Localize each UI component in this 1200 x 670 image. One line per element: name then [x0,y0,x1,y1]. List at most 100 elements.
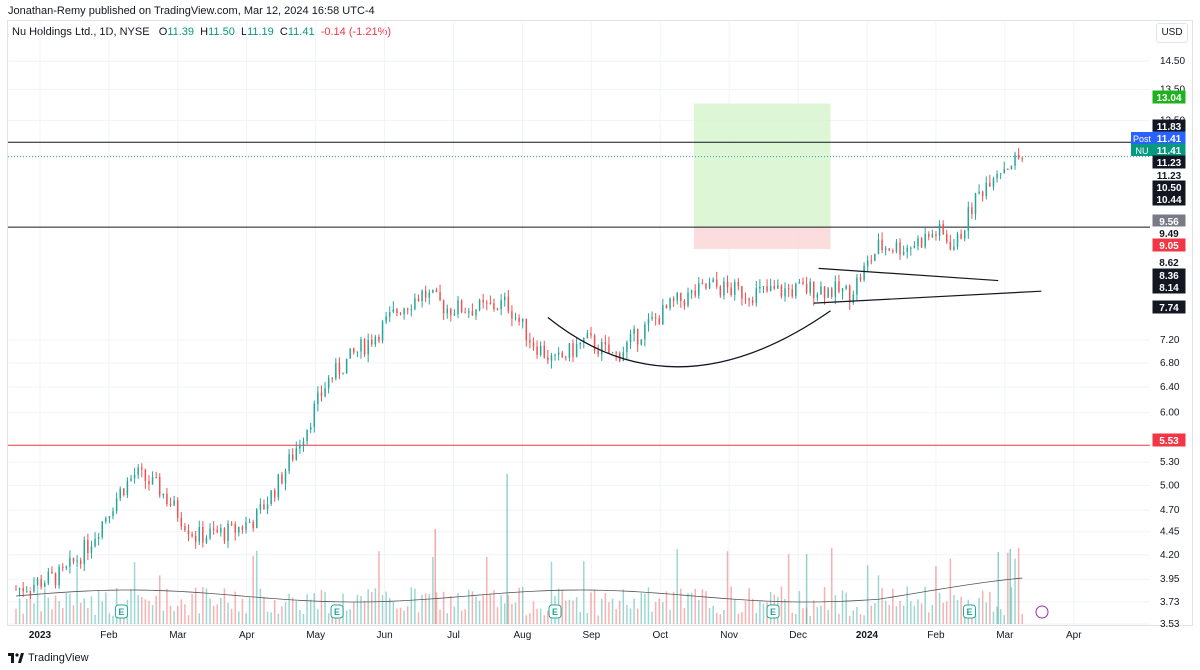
chart-panel[interactable] [7,20,1193,626]
candle-body [931,234,934,237]
candle-body [787,288,790,290]
candle-body [324,388,326,397]
volume-bar [252,555,254,624]
volume-bar [259,588,262,624]
volume-bar [748,588,750,624]
candle-body [1007,169,1009,171]
candle-body [367,339,369,355]
volume-bar [892,588,894,624]
candle-body [151,477,154,485]
candle-body [597,350,599,355]
candle-body [971,207,973,215]
candle-body [604,342,607,345]
volume-bar [928,612,930,624]
volume-bar [381,594,384,624]
volume-bar [1021,613,1023,624]
volume-bar [148,600,150,624]
volume-bar [730,586,732,624]
candle-body [130,478,132,481]
volume-bar [468,589,470,624]
candle-body [985,182,988,197]
candle-body [996,173,998,179]
volume-bar [741,612,743,624]
volume-bar [705,591,707,624]
volume-bar [1007,552,1009,624]
currency-button[interactable]: USD [1156,23,1188,43]
volume-bar [683,608,686,624]
volume-bar [450,595,452,624]
volume-bar [997,552,1000,624]
price-badge-label: 9.49 [1159,229,1179,240]
volume-bar [417,612,420,624]
candle-body [676,292,678,301]
volume-bar [144,599,147,624]
volume-bar [956,600,959,624]
volume-bar [439,609,441,624]
volume-bar [388,598,391,624]
candle-body [601,342,603,355]
volume-bar [79,602,82,624]
earnings-label: E [118,607,124,617]
candle-body [881,239,883,251]
price-tick-label: 3.73 [1160,597,1180,608]
volume-bar [90,596,93,624]
candle-body [737,281,740,287]
volume-bar [227,602,229,624]
volume-bar [299,609,301,624]
candle-body [953,246,955,250]
x-tick-label: Feb [100,630,118,641]
volume-bar [434,529,437,624]
candle-body [590,333,592,336]
candle-body [963,230,966,239]
candle-body [870,260,873,262]
volume-bar [36,586,39,624]
candle-body [910,247,912,249]
volume-bar [119,613,121,624]
volume-bar [751,598,754,624]
volume-bar [442,591,445,624]
candle-body [874,253,876,261]
volume-bar [802,608,804,624]
volume-bar [622,589,625,624]
candle-body [550,354,553,361]
volume-bar [989,591,991,624]
volume-bar [69,593,71,624]
volume-bar [1017,547,1020,624]
volume-bar [399,607,402,624]
target-zone [693,103,831,228]
volume-bar [694,588,696,624]
candle-body [942,224,944,235]
volume-bar [514,602,517,624]
candle-body [374,336,377,345]
candle-body [453,314,456,316]
volume-bar [324,592,326,624]
volume-bar [414,588,416,624]
candle-body [58,566,60,586]
volume-bar [424,593,427,624]
volume-bar [798,591,801,624]
volume-bar [101,601,103,624]
candle-body [457,300,459,315]
volume-bar [899,600,901,624]
candle-body [209,528,211,538]
volume-bar [76,567,78,624]
candle-body [557,352,560,355]
candle-body [478,299,481,310]
candle-body [848,285,851,303]
candle-body [259,504,262,510]
volume-bar [568,599,571,624]
volume-bar [403,610,405,624]
candle-body [424,290,427,298]
candle-body [29,591,32,593]
candle-body [270,490,272,504]
candle-body [669,298,671,309]
volume-bar [256,550,258,624]
candle-body [694,290,696,296]
volume-bar [536,608,538,624]
volume-bar [712,605,714,624]
price-badge-label: 11.83 [1157,122,1182,133]
footer-brand: TradingView [28,652,89,664]
candle-body [169,504,172,506]
candle-body [716,279,718,287]
